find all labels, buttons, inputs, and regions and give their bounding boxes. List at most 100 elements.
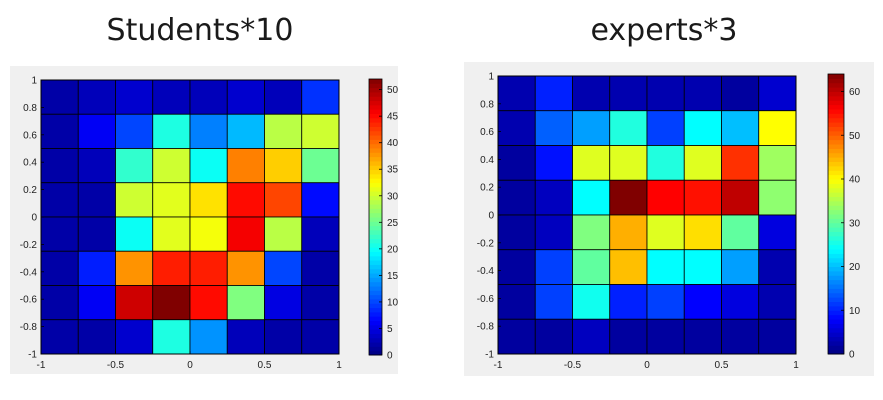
experts-xtick-label: 1	[793, 360, 799, 371]
students-colorbar-segment	[369, 100, 382, 106]
experts-colorbar-segment	[828, 117, 844, 123]
experts-colorbar-segment	[828, 95, 844, 101]
students-colorbar-segment	[369, 169, 382, 175]
students-cell-r3-c3	[152, 182, 191, 218]
experts-colorbar-segment	[828, 144, 844, 149]
students-colorbar-segment	[369, 221, 382, 227]
experts-colorbar-segment	[828, 104, 844, 110]
students-colorbar-segment	[369, 143, 382, 149]
students-colorbar-segment	[369, 264, 382, 270]
experts-cell-r5-c1	[534, 249, 573, 285]
students-colorbar-segment	[369, 229, 382, 235]
students-colorbar-segment	[369, 173, 382, 179]
experts-cell-r1-c5	[683, 110, 722, 146]
students-colorbar-frame	[368, 78, 383, 356]
experts-colorbar-segment	[828, 135, 844, 141]
experts-cell-r3-c0	[497, 179, 536, 216]
students-colorbar-tick-label: 35	[387, 165, 399, 176]
students-ytick-label: 0.4	[23, 158, 37, 169]
students-colorbar-tick-label: 15	[387, 271, 399, 282]
experts-cell-r5-c4	[646, 249, 685, 285]
students-colorbar-segment	[369, 247, 382, 252]
experts-colorbar-segment	[828, 305, 844, 311]
experts-colorbar-tick-label: 40	[849, 175, 861, 186]
experts-colorbar-segment	[828, 284, 844, 289]
students-colorbar-segment	[369, 135, 382, 140]
experts-cell-r2-c0	[497, 145, 536, 181]
students-ytick-label: -0.6	[20, 295, 38, 306]
students-colorbar-segment	[369, 298, 382, 304]
experts-cell-r1-c7	[758, 110, 797, 146]
students-colorbar-segment	[369, 79, 382, 84]
students-cell-r4-c6	[264, 216, 303, 252]
students-colorbar-segment	[369, 139, 382, 145]
students-cell-r4-c2	[115, 216, 154, 252]
students-colorbar-segment	[369, 255, 382, 261]
experts-colorbar-segment	[828, 345, 844, 351]
experts-cell-r1-c4	[646, 110, 685, 146]
students-colorbar-segment	[369, 307, 382, 313]
students-cell-r7-c6	[264, 319, 303, 355]
experts-colorbar-tick-label: 10	[849, 306, 861, 317]
students-cell-r5-c6	[264, 250, 303, 286]
students-cell-r1-c6	[264, 113, 303, 149]
experts-cell-r5-c3	[609, 249, 648, 285]
experts-cell-r5-c5	[683, 249, 722, 285]
students-cell-r5-c1	[77, 250, 116, 286]
experts-cell-r7-c3	[609, 318, 648, 355]
students-cell-r0-c7	[301, 79, 340, 115]
experts-colorbar-segment	[828, 152, 844, 158]
experts-cell-r5-c7	[758, 249, 797, 285]
students-cell-r3-c7	[301, 182, 340, 218]
experts-cell-r7-c6	[721, 318, 760, 355]
students-ytick-label: -0.2	[20, 240, 38, 251]
experts-cell-r0-c6	[721, 75, 760, 112]
experts-colorbar-segment	[828, 323, 844, 329]
experts-colorbar-segment	[828, 288, 844, 294]
students-cell-r6-c7	[301, 285, 340, 321]
experts-ytick-label: -1	[485, 350, 494, 361]
experts-cell-r5-c2	[572, 249, 611, 285]
experts-cell-r4-c1	[534, 214, 573, 251]
experts-cell-r6-c2	[572, 284, 611, 320]
experts-colorbar-segment	[828, 319, 844, 324]
students-colorbar-segment	[369, 109, 382, 114]
students-cell-r0-c0	[40, 79, 79, 115]
students-colorbar-segment	[369, 195, 382, 201]
experts-cell-r1-c0	[497, 110, 536, 146]
students-cell-r7-c4	[189, 319, 228, 355]
experts-cell-r1-c3	[609, 110, 648, 146]
students-colorbar-tick-label: 30	[387, 191, 399, 202]
students-colorbar-segment	[369, 294, 382, 300]
students-cell-r1-c5	[226, 113, 265, 149]
students-xtick-label: 0.5	[258, 360, 272, 371]
experts-colorbar-segment	[828, 122, 844, 128]
experts-colorbar-segment	[828, 209, 844, 215]
students-cell-r6-c0	[40, 285, 79, 321]
experts-cell-r7-c2	[572, 318, 611, 355]
students-colorbar-segment	[369, 333, 382, 339]
students-colorbar-segment	[369, 303, 382, 309]
experts-cell-r6-c4	[646, 284, 685, 320]
experts-colorbar-segment	[828, 218, 844, 224]
students-cell-r0-c6	[264, 79, 303, 115]
experts-cell-r2-c2	[572, 145, 611, 181]
students-colorbar-segment	[369, 191, 382, 196]
students-cell-r0-c1	[77, 79, 116, 115]
experts-colorbar-segment	[828, 174, 844, 180]
experts-cell-r7-c4	[646, 318, 685, 355]
experts-cell-r6-c0	[497, 284, 536, 320]
experts-xtick-label: 0	[644, 360, 650, 371]
experts-cell-r6-c1	[534, 284, 573, 320]
experts-cell-r4-c5	[683, 214, 722, 251]
experts-colorbar-tick-label: 30	[849, 218, 861, 229]
experts-colorbar-tick-label: 60	[849, 87, 861, 98]
students-colorbar-segment	[369, 260, 382, 265]
experts-cell-r1-c6	[721, 110, 760, 146]
experts-colorbar-segment	[828, 196, 844, 202]
experts-colorbar-segment	[828, 257, 844, 263]
experts-cell-r2-c1	[534, 145, 573, 181]
students-cell-r2-c1	[77, 148, 116, 184]
experts-colorbar-segment	[828, 297, 844, 303]
experts-cell-r4-c2	[572, 214, 611, 251]
